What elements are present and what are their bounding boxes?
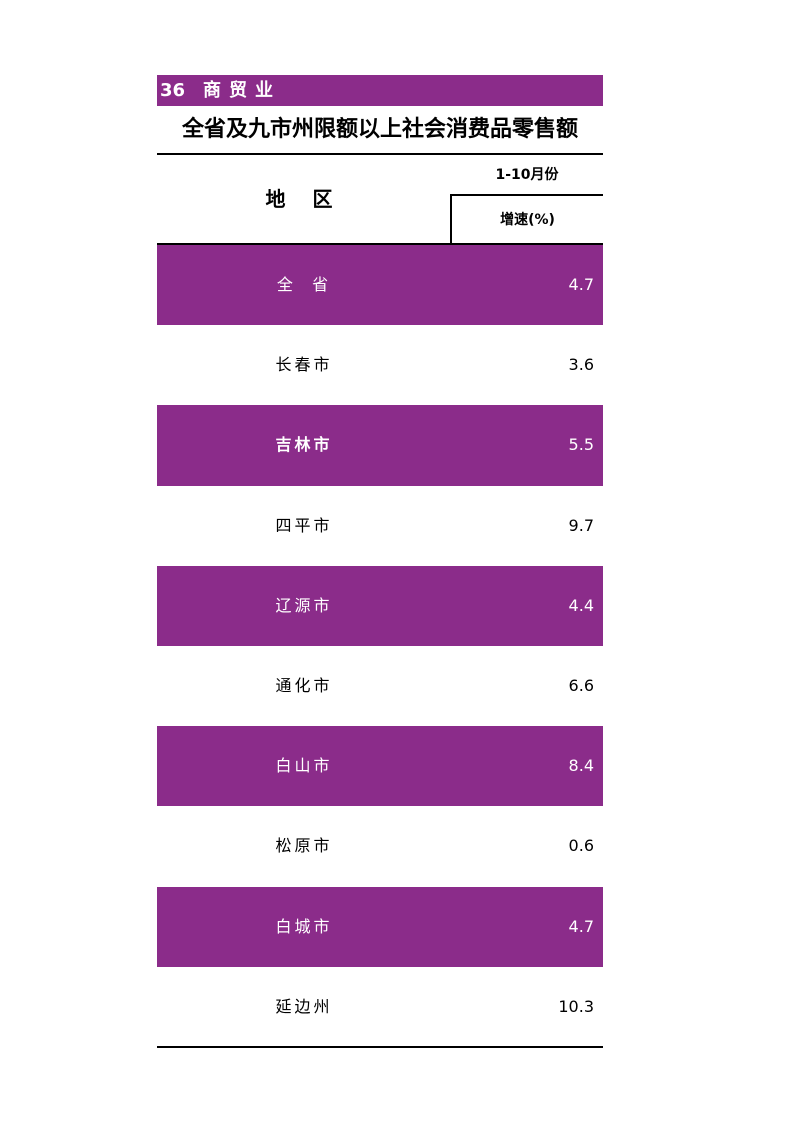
table-row: 通化市 6.6 (157, 646, 603, 726)
section-banner: 36 商贸业 (157, 75, 603, 106)
region-name: 通化市 (275, 675, 333, 695)
section-title: 商贸业 (203, 80, 281, 101)
table-row: 四平市 9.7 (157, 486, 603, 566)
region-name: 松原市 (275, 836, 333, 856)
growth-value: 5.5 (568, 435, 594, 455)
header-bottom-rule (157, 243, 603, 245)
region-name: 延边州 (275, 996, 333, 1016)
page-title: 全省及九市州限额以上社会消费品零售额 (181, 117, 578, 142)
region-name: 吉林市 (275, 435, 333, 455)
region-name: 辽源市 (275, 595, 333, 615)
region-name: 四平市 (275, 515, 333, 535)
growth-value: 8.4 (568, 756, 594, 776)
growth-value: 4.4 (568, 595, 594, 615)
region-name: 白山市 (275, 756, 333, 776)
table-row: 长春市 3.6 (157, 325, 603, 405)
growth-value: 4.7 (568, 916, 594, 936)
growth-value: 3.6 (568, 355, 594, 375)
region-name: 全 省 (276, 275, 332, 294)
table-body: 全 省 4.7 长春市 3.6 吉林市 5.5 四平市 9.7 辽源市 4.4 通化市 6.… (157, 245, 603, 1047)
table-bottom-rule (157, 1046, 603, 1048)
growth-value: 4.7 (568, 275, 594, 294)
header-period: 1-10月份 (495, 167, 559, 183)
table-row: 延边州 10.3 (157, 967, 603, 1047)
header-region: 地 区 (265, 187, 343, 211)
region-name: 白城市 (275, 916, 333, 936)
region-name: 长春市 (275, 355, 333, 375)
table-top-rule (157, 153, 603, 155)
table-row: 白城市 4.7 (157, 886, 603, 967)
table-row: 松原市 0.6 (157, 806, 603, 886)
table-row: 吉林市 5.5 (157, 405, 603, 486)
growth-value: 6.6 (568, 675, 594, 695)
table-row: 辽源市 4.4 (157, 565, 603, 646)
table-row: 白山市 8.4 (157, 726, 603, 807)
section-number: 36 (160, 80, 186, 101)
header-metric: 增速(%) (450, 194, 603, 244)
table-row: 全 省 4.7 (157, 245, 603, 326)
growth-value: 9.7 (568, 515, 594, 535)
growth-value: 0.6 (568, 836, 594, 856)
growth-value: 10.3 (558, 996, 594, 1016)
